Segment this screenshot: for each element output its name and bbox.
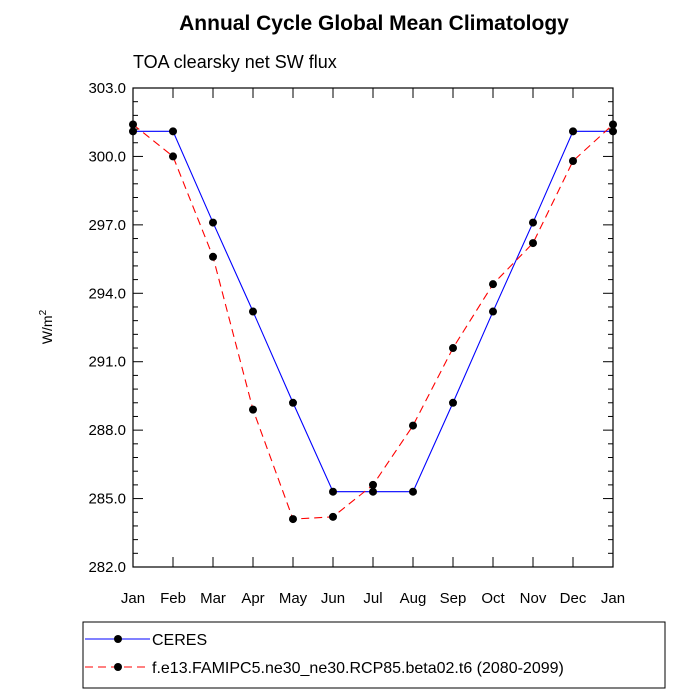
chart-subtitle: TOA clearsky net SW flux xyxy=(133,52,337,72)
series-1-point xyxy=(409,487,417,496)
x-tick-label: Dec xyxy=(560,590,587,607)
plot-area: 282.0 285.0 288.0 291.0 294.0 297.0 300.0 303.0… xyxy=(88,80,625,607)
x-tick-label: Jul xyxy=(363,590,382,607)
x-tick-label: Jan xyxy=(601,590,625,607)
y-tick-label: 291.0 xyxy=(88,354,126,371)
y-tick-label: 288.0 xyxy=(88,422,126,439)
y-axis-label: W/m2 xyxy=(38,309,55,344)
series-2-point xyxy=(169,152,177,161)
x-tick-label: Aug xyxy=(400,590,427,607)
chart-title: Annual Cycle Global Mean Climatology xyxy=(179,12,569,35)
y-tick-label: 300.0 xyxy=(88,148,126,165)
series-1-point xyxy=(249,307,257,316)
x-tick-label: Nov xyxy=(520,590,547,607)
legend-marker-1 xyxy=(114,635,122,643)
legend-box xyxy=(82,621,666,689)
series-2-point xyxy=(569,156,577,165)
series-1-point xyxy=(169,127,177,136)
x-tick-label: Mar xyxy=(200,590,226,607)
x-tick-label: Oct xyxy=(481,590,505,607)
x-tick-label: May xyxy=(279,590,308,607)
series-2-point xyxy=(529,239,537,248)
series-2-point xyxy=(329,512,337,521)
series-2-point xyxy=(489,280,497,289)
series-2-point xyxy=(129,120,137,129)
x-tick-label: Apr xyxy=(241,590,264,607)
series-1-point xyxy=(489,307,497,316)
y-axis-label-superscript: 2 xyxy=(38,309,49,315)
series-1-point xyxy=(129,127,137,136)
series-1-point xyxy=(449,398,457,407)
series-2-point xyxy=(449,344,457,353)
series-2-point xyxy=(249,405,257,414)
legend-label-1: CERES xyxy=(152,632,207,649)
y-tick-label: 297.0 xyxy=(88,217,126,234)
y-tick-label: 303.0 xyxy=(88,80,126,97)
series-line-1 xyxy=(133,130,613,493)
x-tick-label: Feb xyxy=(160,590,186,607)
series-2-point xyxy=(289,515,297,524)
x-tick-label: Jan xyxy=(121,590,145,607)
series-1-point xyxy=(209,218,217,227)
series-2-point xyxy=(369,480,377,489)
series-line-2 xyxy=(132,124,614,520)
series-2-point xyxy=(209,252,217,261)
legend-marker-2 xyxy=(114,663,122,671)
y-tick-label: 282.0 xyxy=(88,559,126,576)
series-1-point xyxy=(569,127,577,136)
x-tick-label: Sep xyxy=(440,590,467,607)
series-1-point xyxy=(289,398,297,407)
series-2-point xyxy=(409,421,417,430)
series-1-point xyxy=(609,127,617,136)
y-tick-label: 285.0 xyxy=(88,491,126,508)
series-1-point xyxy=(329,487,337,496)
series-1-point xyxy=(529,218,537,227)
legend: CERES f.e13.FAMIPC5.ne30_ne30.RCP85.beta0… xyxy=(82,621,666,689)
y-axis-label-base: W/m xyxy=(39,315,55,344)
series-2-point xyxy=(609,120,617,129)
legend-label-2: f.e13.FAMIPC5.ne30_ne30.RCP85.beta02.t6 … xyxy=(152,660,564,677)
y-tick-label: 294.0 xyxy=(88,285,126,302)
x-tick-label: Jun xyxy=(321,590,345,607)
series-1-point xyxy=(369,487,377,496)
